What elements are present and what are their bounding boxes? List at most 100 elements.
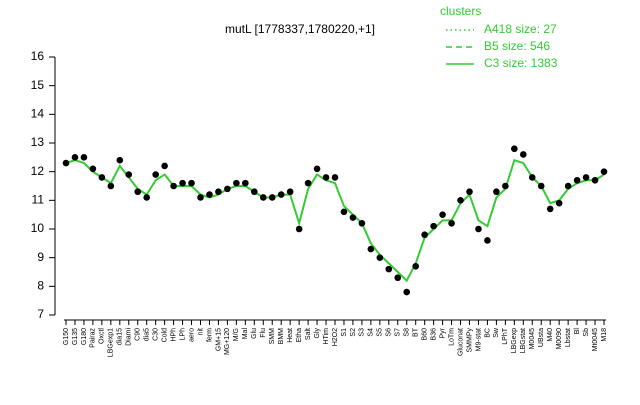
point bbox=[466, 188, 473, 196]
point bbox=[107, 182, 115, 190]
point bbox=[546, 205, 554, 213]
point bbox=[304, 179, 312, 187]
point bbox=[268, 194, 276, 201]
x-tick-label: Mt0045 bbox=[592, 328, 599, 351]
point bbox=[206, 191, 213, 198]
x-tick-label: GM+15 bbox=[215, 328, 222, 351]
y-tick-label: 8 bbox=[37, 279, 44, 293]
point bbox=[340, 208, 348, 216]
x-tick-label: Pairaz bbox=[90, 328, 97, 348]
point bbox=[179, 179, 186, 187]
y-tick-label: 16 bbox=[31, 49, 45, 63]
point bbox=[143, 194, 150, 201]
point bbox=[197, 194, 204, 201]
point bbox=[188, 179, 195, 187]
point bbox=[277, 191, 285, 198]
point bbox=[322, 174, 330, 181]
point bbox=[430, 222, 437, 230]
point bbox=[439, 211, 446, 218]
point bbox=[367, 245, 375, 253]
point bbox=[484, 237, 491, 244]
x-tick-label: S1 bbox=[341, 328, 348, 337]
x-tick-label: Pyr bbox=[439, 327, 446, 338]
x-tick-label: S6 bbox=[386, 328, 393, 337]
x-tick-label: BC bbox=[484, 328, 491, 338]
x-tick-label: LBGstat bbox=[520, 328, 527, 353]
point bbox=[80, 154, 88, 161]
point bbox=[421, 231, 428, 239]
point bbox=[573, 176, 581, 184]
x-tick-label: Bl bbox=[574, 328, 581, 335]
x-tick-label: HPh bbox=[170, 328, 177, 342]
point bbox=[537, 182, 545, 190]
x-tick-label: Salt bbox=[305, 328, 312, 340]
point bbox=[62, 159, 70, 167]
x-tick-label: M9-stat bbox=[475, 328, 482, 351]
point bbox=[520, 151, 527, 158]
x-tick-label: MG+120 bbox=[224, 328, 231, 355]
legend-title: clusters bbox=[440, 4, 481, 18]
legend-label: A418 size: 27 bbox=[484, 22, 557, 36]
point bbox=[224, 185, 231, 193]
point bbox=[457, 197, 464, 204]
x-tick-label: aero bbox=[188, 328, 195, 342]
point bbox=[161, 162, 168, 170]
y-tick-label: 7 bbox=[37, 307, 44, 321]
x-tick-label: M/G bbox=[233, 328, 240, 341]
point bbox=[403, 288, 411, 296]
point bbox=[259, 194, 267, 201]
x-tick-label: SMM bbox=[269, 328, 276, 345]
y-tick-label: 12 bbox=[31, 164, 45, 178]
legend-label: C3 size: 1383 bbox=[484, 56, 558, 70]
x-tick-label: G135 bbox=[72, 328, 79, 345]
point bbox=[555, 199, 563, 207]
point bbox=[251, 188, 258, 196]
point bbox=[116, 156, 124, 164]
point bbox=[493, 188, 500, 196]
x-tick-label: S7 bbox=[395, 328, 402, 337]
point bbox=[170, 182, 177, 190]
x-tick-label: M40 bbox=[547, 328, 554, 342]
point bbox=[242, 179, 249, 187]
y-tick-label: 15 bbox=[31, 78, 45, 92]
y-tick-label: 10 bbox=[31, 221, 45, 235]
x-tick-label: G180 bbox=[81, 328, 88, 345]
point bbox=[376, 254, 384, 261]
x-tick-label: SMMPy bbox=[466, 328, 473, 353]
x-tick-label: S2 bbox=[350, 328, 357, 337]
y-tick-label: 14 bbox=[31, 107, 45, 121]
x-tick-label: Mal bbox=[242, 328, 249, 340]
point bbox=[134, 188, 142, 196]
point bbox=[475, 225, 482, 233]
x-tick-label: dia15 bbox=[117, 328, 124, 345]
point bbox=[98, 174, 106, 181]
x-tick-label: UBsta bbox=[538, 328, 545, 347]
y-tick-label: 9 bbox=[37, 250, 44, 264]
x-tick-label: Gluconat bbox=[457, 328, 464, 356]
x-tick-label: dia5 bbox=[144, 328, 151, 341]
x-tick-label: Sb bbox=[583, 328, 590, 337]
x-tick-label: Glu bbox=[251, 328, 258, 339]
x-tick-label: LBGexp1 bbox=[108, 328, 115, 357]
point bbox=[313, 165, 321, 173]
point bbox=[349, 214, 357, 221]
x-tick-label: Sw bbox=[493, 327, 500, 338]
x-tick-label: LBGexp bbox=[511, 328, 518, 353]
x-tick-label: LoTm bbox=[448, 328, 455, 346]
y-tick-label: 11 bbox=[32, 193, 45, 207]
x-tick-label: Heat bbox=[287, 328, 294, 343]
point bbox=[215, 188, 222, 196]
point bbox=[385, 265, 393, 273]
mean-line bbox=[65, 158, 605, 283]
point bbox=[582, 174, 590, 181]
x-tick-label: B36 bbox=[430, 328, 437, 341]
x-tick-label: Diami bbox=[126, 328, 133, 346]
point bbox=[528, 174, 536, 181]
point bbox=[125, 171, 133, 178]
x-tick-label: HTim bbox=[323, 328, 330, 345]
point bbox=[412, 262, 420, 270]
x-tick-label: M18 bbox=[601, 328, 608, 342]
x-tick-label: ferm bbox=[206, 328, 213, 342]
x-tick-label: BMM bbox=[278, 328, 285, 345]
